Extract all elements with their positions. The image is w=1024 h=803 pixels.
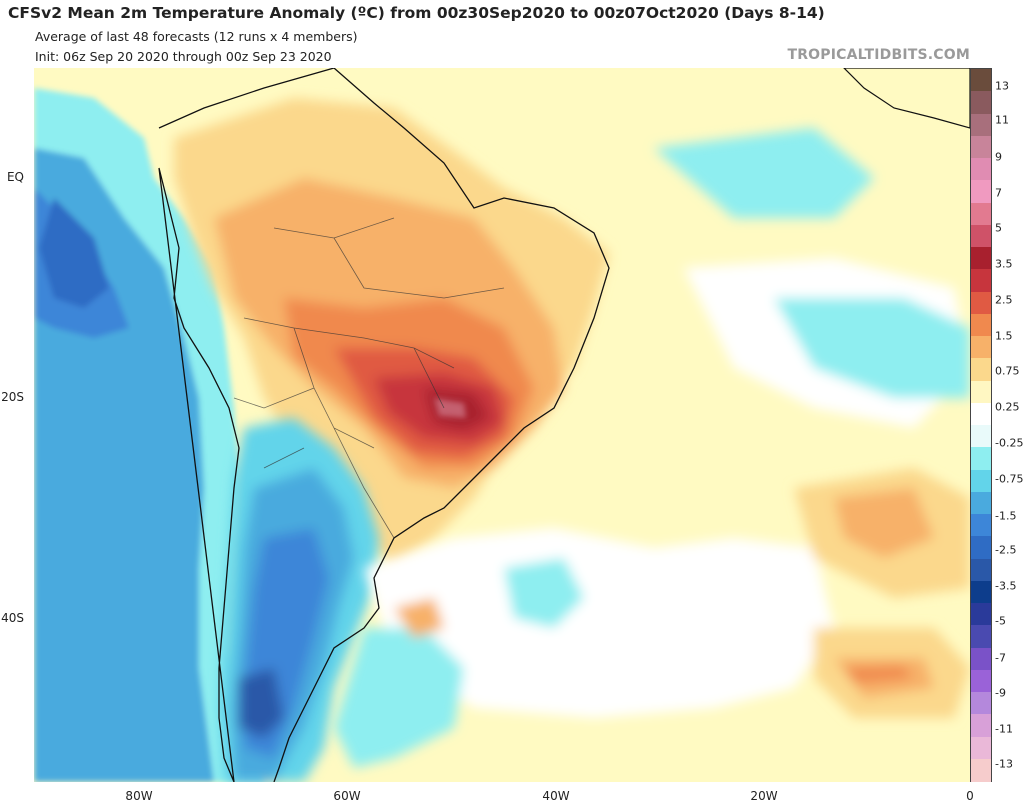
lon-label: 80W [125, 789, 153, 803]
colorbar-segment [971, 603, 991, 626]
colorbar-segment [971, 69, 991, 92]
country-borders [233, 217, 505, 539]
watermark: TROPICALTIDBITS.COM [787, 47, 970, 63]
colorbar-label: -13 [995, 757, 1013, 771]
colorbar-segment [971, 714, 991, 738]
colorbar-label: -0.25 [995, 436, 1024, 450]
colorbar-segment [971, 224, 991, 248]
colorbar-label: -0.75 [995, 472, 1024, 486]
colorbar-label: 5 [995, 221, 1002, 235]
lat-label: 40S [1, 611, 24, 625]
map-subtitle-init: Init: 06z Sep 20 2020 through 00z Sep 23… [35, 49, 332, 64]
colorbar-label: 13 [995, 79, 1009, 93]
continent-warm-anomaly [174, 98, 609, 568]
colorbar-label: 2.5 [995, 293, 1013, 307]
colorbar-segment [971, 113, 991, 137]
colorbar-segment [971, 380, 991, 404]
atlantic-anomalies [334, 128, 970, 768]
colorbar-label: -11 [995, 722, 1013, 736]
colorbar-segment [971, 469, 991, 493]
colorbar-segment [971, 313, 991, 337]
colorbar-segment [971, 425, 991, 448]
lat-label: EQ [6, 170, 24, 184]
colorbar-segment [971, 91, 991, 115]
colorbar-segment [971, 269, 991, 293]
colorbar-segment [971, 647, 991, 671]
lon-label: 20W [750, 789, 778, 803]
colorbar-segment [971, 402, 991, 426]
colorbar-segment [971, 247, 991, 270]
colorbar-segment [971, 291, 991, 315]
colorbar-segment [971, 625, 991, 649]
colorbar-label: 7 [995, 186, 1002, 200]
colorbar-label: 11 [995, 113, 1009, 127]
colorbar-segment [971, 558, 991, 582]
hot-spot-core [434, 398, 466, 418]
colorbar [970, 68, 992, 782]
colorbar-segment [971, 158, 991, 181]
southern-cone-cold-anomaly [219, 418, 379, 782]
colorbar-label: 3.5 [995, 257, 1013, 271]
colorbar-label: -5 [995, 614, 1006, 628]
colorbar-segment [971, 491, 991, 515]
lon-label: 60W [333, 789, 361, 803]
anomaly-map [34, 68, 970, 782]
colorbar-label: -7 [995, 651, 1006, 665]
colorbar-segment [971, 692, 991, 715]
colorbar-segment [971, 736, 991, 760]
colorbar-segment [971, 514, 991, 537]
colorbar-label: 0.75 [995, 364, 1020, 378]
africa-coastline [843, 68, 970, 129]
colorbar-label: 0.25 [995, 400, 1020, 414]
colorbar-label: 1.5 [995, 329, 1013, 343]
lon-label: 40W [542, 789, 570, 803]
lon-label: 0 [966, 789, 974, 803]
colorbar-segment [971, 536, 991, 560]
map-title: CFSv2 Mean 2m Temperature Anomaly (ºC) f… [8, 4, 825, 22]
colorbar-segment [971, 202, 991, 226]
colorbar-segment [971, 336, 991, 359]
map-subtitle-forecasts: Average of last 48 forecasts (12 runs x … [35, 29, 358, 44]
colorbar-label: -9 [995, 686, 1006, 700]
colorbar-label: 9 [995, 150, 1002, 164]
colorbar-segment [971, 135, 991, 159]
colorbar-segment [971, 447, 991, 471]
south-america-coastline [158, 68, 610, 782]
colorbar-label: -3.5 [995, 579, 1017, 593]
colorbar-label: -2.5 [995, 543, 1017, 557]
lat-label: 20S [1, 390, 24, 404]
colorbar-segment [971, 580, 991, 604]
colorbar-label: -1.5 [995, 509, 1017, 523]
colorbar-segment [971, 758, 991, 782]
colorbar-segment [971, 669, 991, 693]
colorbar-segment [971, 180, 991, 204]
colorbar-segment [971, 358, 991, 382]
